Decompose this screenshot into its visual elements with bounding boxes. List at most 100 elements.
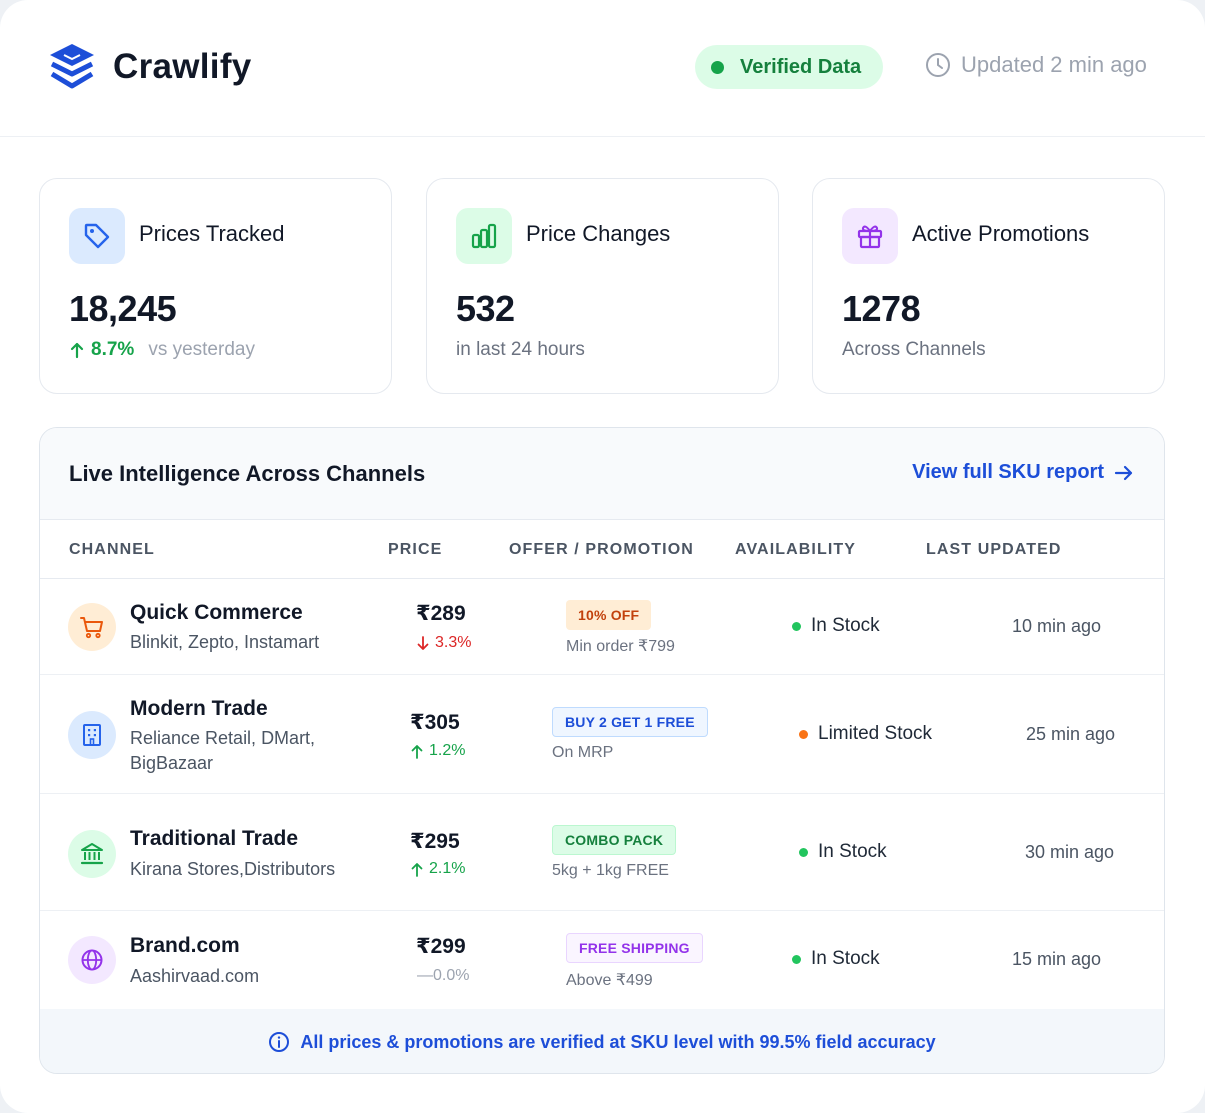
footer-text: All prices & promotions are verified at …: [300, 1031, 936, 1052]
stat-value: 1278: [842, 288, 921, 329]
price-delta: 3.3%: [417, 634, 471, 652]
stat-card-active-promotions: Active Promotions 1278 Across Channels: [812, 178, 1165, 394]
stat-sub: Across Channels: [842, 339, 986, 360]
stat-value: 18,245: [69, 288, 177, 329]
view-sku-report-link[interactable]: View full SKU report: [912, 461, 1134, 484]
price-delta: — 0.0%: [417, 967, 469, 985]
price-value: ₹299: [416, 935, 466, 958]
price-value: ₹305: [410, 711, 460, 734]
panel-header: Live Intelligence Across Channels View f…: [40, 428, 1164, 520]
offer-sub: Min order ₹799: [566, 638, 675, 655]
offer-sub: On MRP: [552, 744, 614, 761]
availability-dot: [799, 847, 808, 857]
availability-label: In Stock: [811, 615, 880, 636]
availability: Limited Stock: [799, 723, 932, 745]
stat-title: Price Changes: [526, 221, 671, 246]
updated-indicator: Updated 2 min ago: [925, 52, 1147, 78]
trend-up: 8.7%: [69, 339, 134, 361]
trend-context: vs yesterday: [148, 339, 255, 360]
column-header-channel: CHANNEL: [69, 541, 155, 558]
channel-intelligence-panel: Live Intelligence Across Channels View f…: [39, 427, 1165, 1074]
price-value: ₹295: [410, 830, 460, 853]
table-row[interactable]: Modern Trade Reliance Retail, DMart, Big…: [40, 675, 1164, 794]
updated-label: Updated 2 min ago: [961, 52, 1147, 77]
stat-icon-wrap: [456, 208, 512, 264]
header: Crawlify Verified Data Updated 2 min ago: [0, 0, 1205, 137]
channel-name: Brand.com: [130, 934, 240, 957]
offer-sub: 5kg + 1kg FREE: [552, 862, 669, 879]
availability-label: In Stock: [811, 948, 880, 969]
channel-icon-wrap: [68, 936, 116, 984]
delta-value: 2.1%: [429, 860, 466, 877]
channel-sub: Aashirvaad.com: [130, 966, 260, 986]
delta-value: 1.2%: [429, 742, 466, 759]
column-header-last-updated: LAST UPDATED: [926, 541, 1062, 558]
column-header-price: PRICE: [388, 541, 443, 558]
availability-dot: [792, 621, 801, 631]
cart-icon: [80, 617, 103, 639]
accuracy-footer: All prices & promotions are verified at …: [40, 1009, 1164, 1073]
channel-sub: Kirana Stores,Distributors: [130, 859, 336, 879]
verified-label: Verified Data: [740, 55, 862, 78]
panel-title: Live Intelligence Across Channels: [69, 461, 426, 486]
brand-logo[interactable]: Crawlify: [44, 42, 252, 92]
table-header: CHANNEL PRICE OFFER / PROMOTION AVAILABI…: [40, 520, 1164, 579]
column-header-availability: AVAILABILITY: [735, 541, 857, 558]
offer-sub: Above ₹499: [566, 972, 653, 989]
channel-name: Modern Trade: [130, 697, 268, 720]
price-delta: 2.1%: [411, 860, 465, 878]
layers-icon: [50, 44, 94, 89]
availability-dot: [792, 954, 801, 964]
arrow-down-icon: [417, 635, 429, 650]
clock-icon: [926, 53, 950, 77]
stat-sub: in last 24 hours: [456, 339, 585, 360]
stat-icon-wrap: [842, 208, 898, 264]
channel-icon-wrap: [68, 830, 116, 878]
offer-badge: BUY 2 GET 1 FREE: [552, 707, 708, 737]
building-icon: [83, 724, 101, 746]
bank-icon: [80, 843, 104, 865]
channel-icon-wrap: [68, 603, 116, 651]
channel-name: Quick Commerce: [130, 601, 303, 624]
availability: In Stock: [792, 948, 880, 970]
last-updated: 25 min ago: [1026, 724, 1116, 744]
price-delta: 1.2%: [411, 742, 465, 760]
stat-sub: 8.7% vs yesterday: [69, 339, 255, 361]
availability: In Stock: [792, 615, 880, 637]
stat-value: 532: [456, 288, 515, 329]
last-updated: 30 min ago: [1025, 842, 1115, 862]
channel-icon-wrap: [68, 711, 116, 759]
delta-value: 3.3%: [435, 634, 472, 651]
offer-badge: COMBO PACK: [552, 825, 677, 855]
info-icon: [269, 1032, 290, 1052]
stat-icon-wrap: [69, 208, 125, 264]
brand-name: Crawlify: [113, 47, 252, 86]
table-row[interactable]: Brand.com Aashirvaad.com ₹299 — 0.0% FRE…: [40, 911, 1164, 1009]
stat-card-price-changes: Price Changes 532 in last 24 hours: [426, 178, 779, 394]
dash-icon: —: [417, 967, 433, 984]
offer-badge: 10% OFF: [566, 600, 652, 630]
arrow-right-icon: [1114, 465, 1133, 480]
last-updated: 15 min ago: [1012, 949, 1102, 969]
arrow-up-icon: [70, 342, 84, 359]
channel-sub: Blinkit, Zepto, Instamart: [130, 632, 320, 652]
column-header-offer: OFFER / PROMOTION: [509, 541, 694, 558]
verified-badge: Verified Data: [695, 45, 883, 89]
offer-badge: FREE SHIPPING: [566, 933, 703, 963]
price-value: ₹289: [416, 602, 466, 625]
table-row[interactable]: Traditional Trade Kirana Stores,Distribu…: [40, 794, 1164, 911]
availability-label: In Stock: [818, 841, 887, 862]
bar-chart-icon: [471, 223, 497, 249]
status-dot: [711, 60, 724, 74]
last-updated: 10 min ago: [1012, 616, 1102, 636]
trend-value: 8.7%: [91, 339, 135, 360]
availability-dot: [799, 729, 808, 739]
stat-title: Active Promotions: [912, 221, 1090, 246]
table-row[interactable]: Quick Commerce Blinkit, Zepto, Instamart…: [40, 579, 1164, 675]
availability-label: Limited Stock: [818, 723, 933, 744]
arrow-up-icon: [411, 744, 423, 759]
availability: In Stock: [799, 841, 887, 863]
stat-card-prices-tracked: Prices Tracked 18,245 8.7% vs yesterday: [39, 178, 392, 394]
stat-title: Prices Tracked: [139, 221, 285, 246]
